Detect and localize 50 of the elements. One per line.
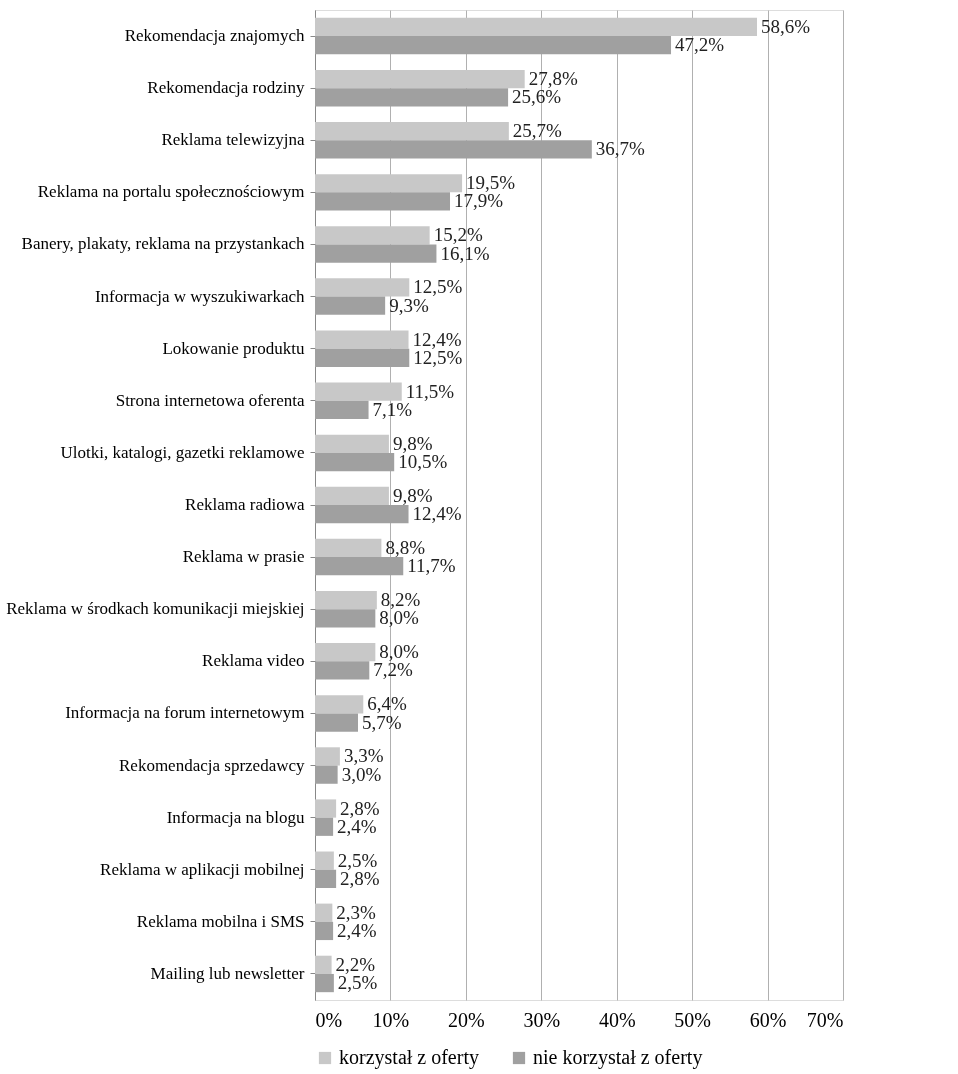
data-label: 2,5% (337, 972, 378, 994)
y-tick-label: Mailing lub newsletter (150, 963, 305, 983)
y-tick-label: Reklama w prasie (182, 547, 305, 567)
data-label: 9,8% (392, 432, 433, 454)
data-label: 12,4% (412, 328, 462, 350)
y-tick-label: Ulotki, katalogi, gazetki reklamowe (60, 442, 305, 462)
data-label: 47,2% (675, 34, 725, 56)
data-label: 27,8% (528, 68, 578, 90)
y-tick-label: Banery, plakaty, reklama na przystankach (21, 234, 305, 254)
data-label: 2,2% (335, 953, 376, 975)
y-tick-label: Rekomendacja sprzedawcy (119, 755, 305, 775)
y-tick-label: Informacja na blogu (166, 807, 305, 827)
y-tick-label: Rekomendacja rodziny (147, 78, 305, 98)
data-label: 12,4% (412, 503, 462, 525)
x-tick-label: 20% (448, 1008, 485, 1031)
y-tick-label: Reklama radiowa (185, 495, 305, 514)
y-tick-label: Informacja w wyszukiwarkach (94, 286, 305, 306)
data-label: 58,6% (761, 15, 811, 37)
legend-label: korzystał z oferty (339, 1046, 479, 1069)
y-tick-label: Reklama video (202, 651, 305, 671)
y-tick-label: Strona internetowa oferenta (115, 390, 305, 410)
x-tick-label: 50% (674, 1008, 711, 1031)
data-label: 2,5% (337, 849, 378, 871)
data-label: 2,3% (336, 901, 377, 923)
legend-label: nie korzystał z oferty (533, 1046, 703, 1069)
y-tick-label: Reklama w aplikacji mobilnej (100, 859, 305, 879)
data-label: 25,7% (512, 120, 563, 142)
data-label: 8,2% (380, 589, 421, 611)
data-label: 8,0% (379, 641, 420, 663)
data-label: 3,3% (343, 745, 384, 767)
x-tick-label: 30% (523, 1008, 561, 1031)
y-tick-label: Informacja na forum internetowym (65, 703, 305, 723)
data-label: 36,7% (595, 138, 646, 160)
x-tick-label: 0% (315, 1008, 343, 1031)
y-tick-label: Reklama telewizyjna (161, 130, 305, 150)
data-label: 15,2% (433, 224, 483, 246)
y-tick-label: Lokowanie produktu (162, 338, 305, 358)
data-label: 11,7% (407, 555, 456, 577)
x-tick-label: 60% (749, 1008, 787, 1031)
data-label: 6,4% (367, 693, 408, 715)
y-tick-label: Rekomendacja znajomych (124, 26, 305, 46)
x-tick-label: 10% (372, 1008, 410, 1031)
y-tick-label: Reklama mobilna i SMS (136, 911, 305, 931)
x-tick-label: 70% (806, 1008, 844, 1031)
y-tick-label: Reklama w środkach komunikacji miejskiej (6, 599, 305, 619)
data-label: 8,8% (385, 536, 426, 558)
x-tick-label: 40% (598, 1008, 636, 1031)
data-label: 9,8% (392, 484, 433, 506)
data-label: 2,8% (340, 797, 380, 819)
y-tick-label: Reklama na portalu społecznościowym (37, 182, 305, 202)
